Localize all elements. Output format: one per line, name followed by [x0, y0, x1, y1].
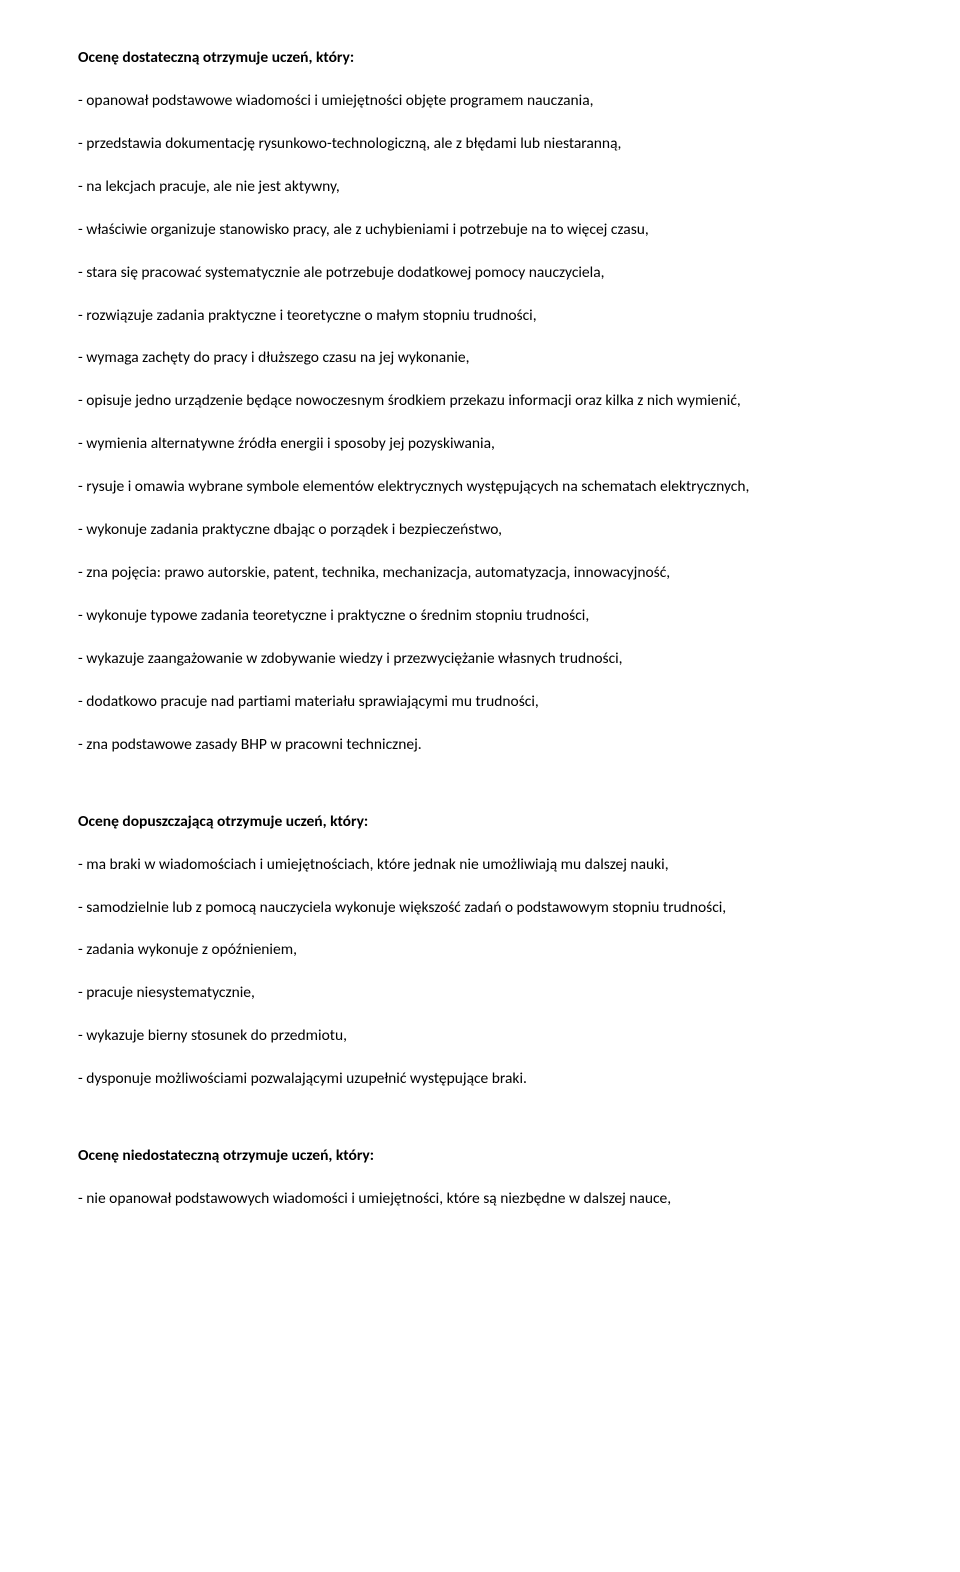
section1-item: - rozwiązuje zadania praktyczne i teoret… [78, 306, 882, 327]
section1-item: - wymienia alternatywne źródła energii i… [78, 434, 882, 455]
section1-item: - wykazuje zaangażowanie w zdobywanie wi… [78, 649, 882, 670]
section3-item: - nie opanował podstawowych wiadomości i… [78, 1189, 882, 1210]
section2-item: - zadania wykonuje z opóźnieniem, [78, 940, 882, 961]
section1-item: - rysuje i omawia wybrane symbole elemen… [78, 477, 882, 498]
section1-item: - dodatkowo pracuje nad partiami materia… [78, 692, 882, 713]
section1-heading: Ocenę dostateczną otrzymuje uczeń, który… [78, 48, 882, 69]
section2-item: - samodzielnie lub z pomocą nauczyciela … [78, 898, 882, 919]
section1-item: - zna pojęcia: prawo autorskie, patent, … [78, 563, 882, 584]
section2-item: - dysponuje możliwościami pozwalającymi … [78, 1069, 882, 1090]
section2-item: - pracuje niesystematycznie, [78, 983, 882, 1004]
section1-item: - przedstawia dokumentację rysunkowo-tec… [78, 134, 882, 155]
section1-item: - wykonuje zadania praktyczne dbając o p… [78, 520, 882, 541]
section2-heading: Ocenę dopuszczającą otrzymuje uczeń, któ… [78, 812, 882, 833]
section1-item: - na lekcjach pracuje, ale nie jest akty… [78, 177, 882, 198]
section1-item: - właściwie organizuje stanowisko pracy,… [78, 220, 882, 241]
section2-item: - wykazuje bierny stosunek do przedmiotu… [78, 1026, 882, 1047]
section1-item: - wymaga zachęty do pracy i dłuższego cz… [78, 348, 882, 369]
section1-item: - zna podstawowe zasady BHP w pracowni t… [78, 735, 882, 756]
section1-item: - stara się pracować systematycznie ale … [78, 263, 882, 284]
section1-item: - opanował podstawowe wiadomości i umiej… [78, 91, 882, 112]
section2-item: - ma braki w wiadomościach i umiejętnośc… [78, 855, 882, 876]
section3-heading: Ocenę niedostateczną otrzymuje uczeń, kt… [78, 1146, 882, 1167]
section1-item: - wykonuje typowe zadania teoretyczne i … [78, 606, 882, 627]
section1-item: - opisuje jedno urządzenie będące nowocz… [78, 391, 882, 412]
